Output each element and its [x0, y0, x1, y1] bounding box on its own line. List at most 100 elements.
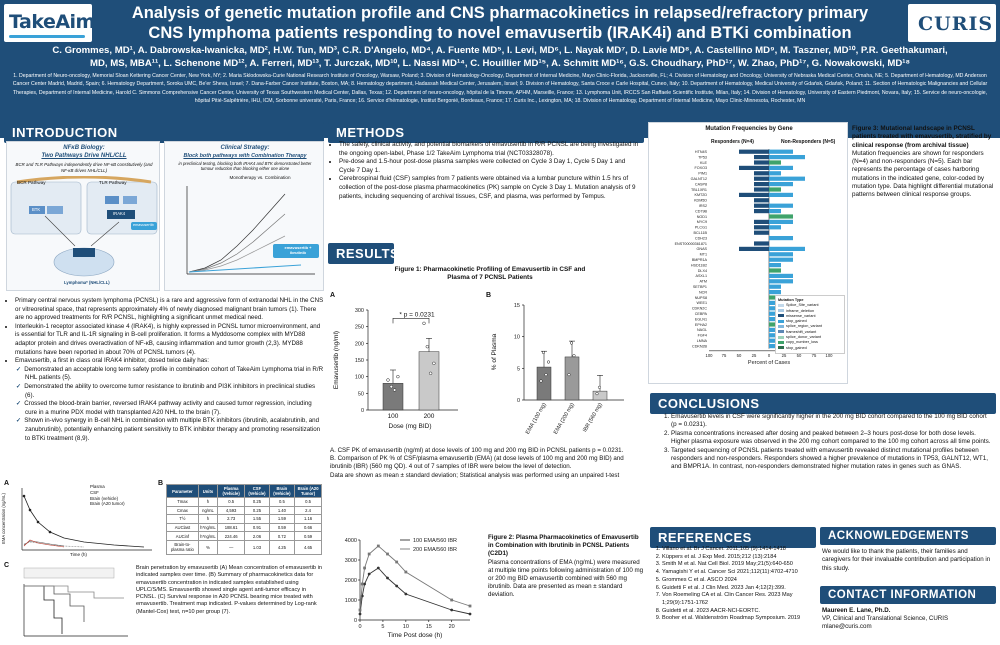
fig3-nonresponder-bar: [769, 176, 805, 181]
figure1-title-line-2: Plasma of 7 PCNSL Patients: [447, 274, 533, 282]
pk-table-cell: 0.91: [244, 522, 270, 533]
strategy-subtitle: Block both pathways with Combination The…: [183, 153, 307, 159]
fig3-x-tick-label: 75: [722, 353, 727, 358]
references-heading: REFERENCES: [650, 527, 816, 548]
conclusion-item-2: Plasma concentrations increased after do…: [671, 430, 994, 447]
contact-info: Maureen E. Lane, Ph.D. VP, Clinical and …: [822, 607, 994, 632]
fig3-responder-bar: [754, 225, 769, 230]
fig2-point: [395, 560, 399, 564]
takeaim-logo: TakeAim: [4, 4, 95, 42]
fig3-nonresponder-bar: [769, 263, 781, 268]
figure1-title-line-1: Figure 1: Pharmacokinetic Profiling of E…: [394, 266, 586, 273]
pk-table-cell: 0.5: [294, 497, 322, 507]
fig2-x-tick-label: 0: [358, 624, 361, 630]
figure3-text: Mutation frequencies are shown for respo…: [852, 149, 994, 199]
fig1a-point: [432, 361, 436, 365]
fig3-x-tick-label: 75: [812, 353, 817, 358]
fig1a-x-label: Dose (mg BID): [389, 423, 432, 430]
pk-parameter-table: Parameter Units Plasma (Vehicle) CSF (Vehic…: [166, 484, 322, 555]
fig3-x-tick-label: 0: [768, 353, 771, 358]
pk-table-cell: T½: [166, 514, 199, 524]
pk-table-cell: %: [197, 539, 219, 555]
introduction-text: Primary central nervous system lymphoma …: [6, 297, 324, 443]
fig1b-x-tick-label: EMA (200 mg): [553, 402, 576, 436]
mutation-legend-label: inframe_deletion: [786, 308, 815, 313]
fig3-responder-bar: [739, 149, 769, 154]
fig3-gene-label: CDH23: [695, 236, 707, 240]
fig2-y-tick-label: 4000: [345, 538, 357, 544]
mutation-type-legend: Mutation Type Splice_Site_variant inframe…: [775, 295, 845, 354]
mutation-legend-swatch: [778, 303, 784, 307]
fig1a-y-tick-label: 50: [358, 391, 364, 397]
fig3-gene-label: LMNA: [697, 339, 708, 343]
pk-table-header-cell: CSF (Vehicle): [244, 484, 270, 498]
mutation-legend-item: inframe_deletion: [778, 309, 842, 314]
conclusions-heading: CONCLUSIONS: [650, 393, 996, 414]
pk-table-header-cell: Brain (A20 Tumor): [294, 484, 322, 498]
pk-table-cell: 0.25: [244, 497, 270, 507]
fig3-nonresponder-bar: [769, 149, 793, 154]
pk-table-cell: 0.5: [268, 497, 296, 507]
reference-2: Küppers et al. J Exp Med. 2015;212 (13):…: [662, 554, 816, 562]
figure3-title: Figure 3: Mutational landscape in PCNSL …: [852, 125, 992, 149]
fig3-gene-label: DLX4: [698, 269, 707, 273]
fig2-point: [468, 612, 472, 616]
mutation-legend-label: stop_gained: [786, 319, 807, 324]
fig2-point: [404, 570, 408, 574]
preclinical-panel-b-label: B: [158, 480, 164, 487]
fig1b-bar: [592, 390, 608, 401]
pk-table-header-cell: Brain (Vehicle): [268, 484, 296, 498]
pk-table-cell: 1.59: [268, 514, 296, 524]
fig2-series-line: [359, 567, 471, 615]
fig3-responder-bar: [739, 246, 769, 251]
fig1a-y-tick-label: 300: [355, 308, 364, 314]
figure1-panel-b-label: B: [486, 292, 492, 299]
contact-email[interactable]: mlane@curis.com: [822, 623, 872, 631]
fig3-gene-label: GNAS: [697, 247, 708, 251]
fig3-gene-label: PIM1: [698, 172, 707, 176]
conclusion-item-3: Targeted sequencing of PCNSL patients tr…: [671, 447, 994, 472]
fig1a-y-tick-label: 250: [355, 325, 364, 331]
fig2-point: [395, 584, 399, 588]
legend-brain-vehicle: Brain (vehicle): [90, 495, 119, 501]
pk-table-cell: 2.73: [217, 514, 246, 524]
mutation-legend-item: splice_region_variant: [778, 324, 842, 329]
pk-table-cell: h*ng/mL: [197, 522, 219, 533]
authors-line-2: MD, MS, MBA¹¹, L. Schenone MD¹², A. Ferr…: [89, 58, 911, 69]
poster-header: TakeAim Analysis of genetic mutation pro…: [0, 0, 1000, 138]
pk-table-cell: 0.59: [294, 531, 322, 541]
pk-table-cell: ng/mL: [197, 505, 219, 516]
fig2-point: [376, 544, 380, 548]
fig2-point: [450, 598, 454, 602]
reference-9: Booher et al. Waldenström Roadmap Sympos…: [662, 615, 816, 623]
pk-table-cell: Tmax: [166, 497, 199, 507]
fig1b-point: [569, 341, 574, 345]
preclinical-time-label: Time (h): [70, 552, 87, 557]
fig1b-bar: [536, 366, 552, 401]
fig3-gene-label: BCL11B: [694, 231, 708, 235]
fig3-gene-label: CEBPA: [695, 312, 708, 316]
fig3-gene-label: NOD1: [697, 215, 707, 219]
figure1-panel-a-label: A: [330, 292, 336, 299]
mutation-legend-swatch: [778, 346, 784, 350]
fig3-nonresponder-bar: [769, 171, 781, 176]
nfkb-diagram-subtitle: Two Pathways Drive NHL/CLL: [41, 153, 127, 159]
figure1-caption: A. CSF PK of emavusertib (ng/ml) at dose…: [330, 447, 642, 480]
reference-8: Guidetti et al. 2023 AACR-NCI-EORTC.: [662, 608, 816, 616]
fig3-nonresponder-bar: [769, 214, 793, 219]
fig3-nonresponder-bar: [769, 209, 781, 214]
pk-table-cell: 2.06: [244, 531, 270, 541]
preclinical-panel-b: B Parameter Units Plasma (Vehicle) CSF (Veh…: [158, 480, 324, 560]
brain-penetration-chart: [21, 488, 152, 551]
lymphoma-outcome-label: Lymphoma* (NHL/CLL): [64, 280, 110, 285]
fig3-x-tick-label: 25: [782, 353, 787, 358]
mutation-legend-swatch: [778, 314, 784, 318]
pk-table-cell: 4.25: [268, 539, 296, 555]
fig3-gene-label: BMPR1A: [692, 258, 708, 262]
strategy-title: Clinical Strategy:: [220, 145, 270, 151]
fig3-gene-label: HTN4S: [695, 150, 708, 154]
fig3-nonresponder-bar: [769, 192, 793, 197]
fig3-gene-label: KDM5D: [694, 199, 707, 203]
fig3-gene-label: TP53: [698, 155, 707, 159]
fig3-responder-bar: [739, 192, 769, 197]
